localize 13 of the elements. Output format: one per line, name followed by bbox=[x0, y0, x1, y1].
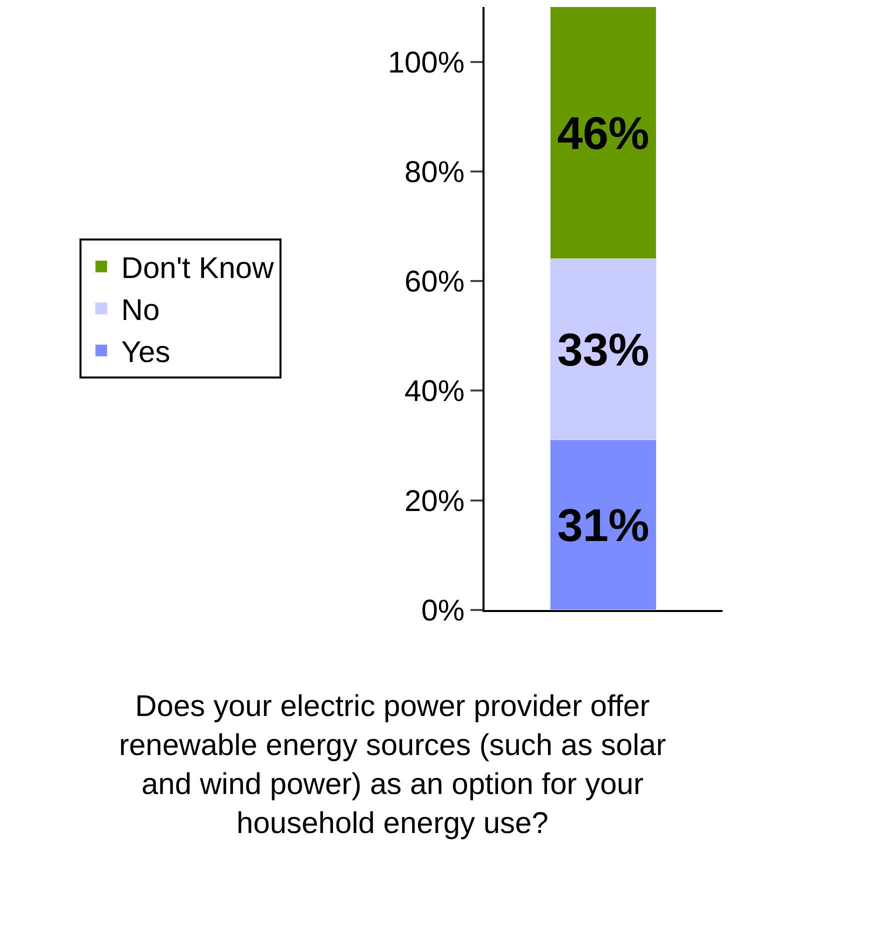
y-tick-label: 60% bbox=[404, 266, 465, 299]
y-tick-label: 20% bbox=[404, 484, 465, 518]
legend-label: Yes bbox=[121, 336, 170, 370]
data-label: 33% bbox=[557, 323, 650, 376]
data-label: 31% bbox=[557, 498, 650, 551]
legend-label: Don't Know bbox=[121, 252, 274, 286]
y-tick-label: 40% bbox=[404, 375, 465, 408]
y-tick-label: 100% bbox=[388, 46, 465, 80]
text: Does your electric power provider offer renewable energy sources (such as solar and wind power) as an option for your household energy use? bbox=[119, 690, 666, 840]
y-tick-label: 80% bbox=[404, 156, 465, 189]
data-label: 46% bbox=[557, 106, 650, 159]
y-tick-label: 0% bbox=[421, 594, 465, 628]
legend-label: No bbox=[121, 294, 160, 328]
